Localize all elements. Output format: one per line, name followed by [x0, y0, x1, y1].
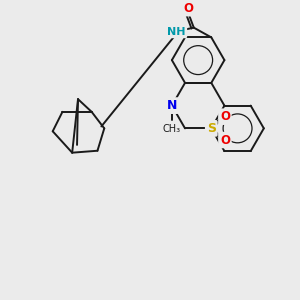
Text: N: N	[167, 99, 177, 112]
Text: O: O	[220, 134, 230, 146]
Text: NH: NH	[167, 26, 185, 37]
Text: O: O	[220, 110, 230, 123]
Text: CH₃: CH₃	[163, 124, 181, 134]
Text: S: S	[207, 122, 216, 135]
Text: O: O	[183, 2, 193, 15]
